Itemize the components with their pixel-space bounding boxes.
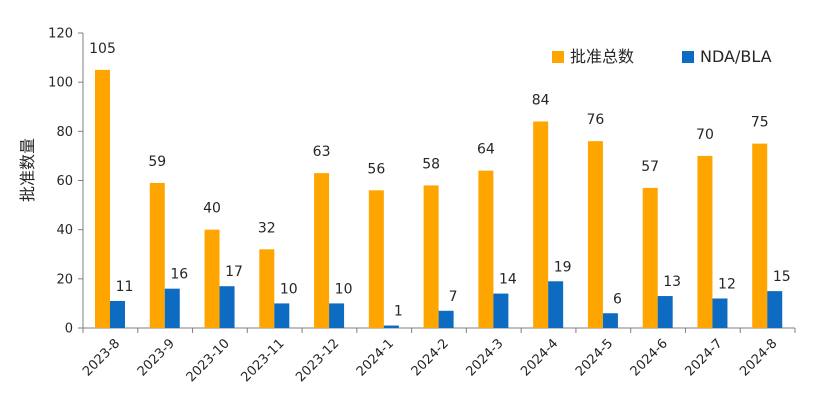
bar-total-approvals bbox=[95, 69, 110, 328]
data-label-total-approvals: 58 bbox=[422, 156, 440, 172]
bar-total-approvals bbox=[149, 182, 165, 328]
legend: 批准总数 NDA/BLA bbox=[552, 47, 772, 66]
data-label-nda-bla: 11 bbox=[116, 279, 134, 295]
x-tick-label: 2024-2 bbox=[409, 336, 452, 379]
x-tick-label: 2024-1 bbox=[354, 336, 397, 379]
bar-total-approvals bbox=[204, 229, 220, 328]
x-tick-label: 2024-7 bbox=[683, 336, 726, 379]
x-tick-label: 2023-9 bbox=[135, 336, 178, 379]
x-tick-label: 2023-11 bbox=[238, 336, 287, 385]
legend-label-nda-bla: NDA/BLA bbox=[700, 47, 772, 66]
bar-nda-bla bbox=[329, 303, 345, 328]
data-label-total-approvals: 70 bbox=[696, 127, 714, 143]
data-label-total-approvals: 57 bbox=[641, 159, 659, 175]
y-tick-label: 20 bbox=[56, 272, 73, 287]
bar-total-approvals bbox=[314, 173, 330, 328]
x-tick-label: 2024-4 bbox=[518, 336, 561, 379]
data-label-nda-bla: 12 bbox=[718, 277, 736, 293]
bar-total-approvals bbox=[478, 170, 494, 328]
bar-nda-bla bbox=[164, 288, 180, 328]
y-axis: 0 20 40 60 80 100 120 bbox=[48, 27, 84, 337]
data-label-nda-bla: 17 bbox=[225, 264, 243, 280]
bar-total-approvals bbox=[368, 190, 384, 328]
data-label-total-approvals: 32 bbox=[258, 220, 276, 236]
data-label-nda-bla: 13 bbox=[663, 274, 681, 290]
bar-total-approvals bbox=[259, 249, 275, 328]
legend-swatch-nda-bla bbox=[682, 51, 694, 63]
data-label-total-approvals: 105 bbox=[89, 41, 116, 57]
x-tick-label: 2023-12 bbox=[293, 336, 342, 385]
data-label-nda-bla: 10 bbox=[335, 281, 353, 297]
data-label-total-approvals: 84 bbox=[532, 93, 550, 109]
bar-nda-bla bbox=[712, 298, 728, 328]
data-label-nda-bla: 15 bbox=[773, 269, 791, 285]
bar-nda-bla bbox=[383, 325, 399, 328]
data-label-nda-bla: 14 bbox=[499, 272, 517, 288]
y-tick-label: 60 bbox=[56, 174, 73, 189]
x-tick-label: 2024-3 bbox=[463, 336, 506, 379]
bar-nda-bla bbox=[493, 293, 509, 328]
y-tick-label: 40 bbox=[56, 223, 73, 238]
data-label-total-approvals: 63 bbox=[313, 144, 331, 160]
bar-nda-bla bbox=[274, 303, 290, 328]
data-label-nda-bla: 6 bbox=[613, 291, 622, 307]
bar-total-approvals bbox=[642, 187, 658, 328]
y-tick-label: 0 bbox=[65, 322, 73, 337]
data-label-nda-bla: 19 bbox=[554, 259, 572, 275]
data-label-nda-bla: 10 bbox=[280, 281, 298, 297]
bar-total-approvals bbox=[752, 143, 768, 328]
bar-total-approvals bbox=[423, 185, 439, 328]
y-axis-label: 批准数量 bbox=[18, 138, 37, 202]
bar-nda-bla bbox=[110, 300, 125, 328]
bar-nda-bla bbox=[219, 286, 235, 328]
y-tick-label: 100 bbox=[48, 76, 73, 91]
data-label-nda-bla: 1 bbox=[394, 304, 403, 320]
bar-total-approvals bbox=[587, 141, 603, 328]
bar-nda-bla bbox=[548, 281, 564, 328]
y-tick-label: 120 bbox=[48, 27, 73, 42]
legend-label-total: 批准总数 bbox=[570, 47, 634, 66]
bar-total-approvals bbox=[697, 155, 713, 328]
x-tick-label: 2024-5 bbox=[573, 336, 616, 379]
data-label-total-approvals: 75 bbox=[751, 115, 769, 131]
data-label-total-approvals: 76 bbox=[587, 112, 605, 128]
bar-nda-bla bbox=[767, 291, 783, 328]
x-tick-label: 2024-8 bbox=[737, 336, 780, 379]
data-label-total-approvals: 40 bbox=[203, 201, 221, 217]
x-tick-label: 2023-8 bbox=[80, 336, 123, 379]
data-label-nda-bla: 7 bbox=[449, 289, 458, 305]
data-label-nda-bla: 16 bbox=[170, 267, 188, 283]
data-label-total-approvals: 56 bbox=[367, 161, 385, 177]
bar-nda-bla bbox=[602, 313, 618, 328]
bar-nda-bla bbox=[438, 310, 454, 328]
bar-total-approvals bbox=[533, 121, 549, 328]
data-label-total-approvals: 59 bbox=[148, 154, 166, 170]
x-axis: 2023-8 2023-9 2023-10 2023-11 2023-12 2024-1 2… bbox=[80, 327, 796, 385]
x-tick-label: 2023-10 bbox=[184, 336, 233, 385]
data-label-total-approvals: 64 bbox=[477, 142, 495, 158]
bar-nda-bla bbox=[657, 296, 673, 328]
bars bbox=[95, 69, 783, 328]
legend-swatch-total bbox=[552, 51, 564, 63]
y-tick-label: 80 bbox=[56, 125, 73, 140]
x-tick-label: 2024-6 bbox=[628, 336, 671, 379]
